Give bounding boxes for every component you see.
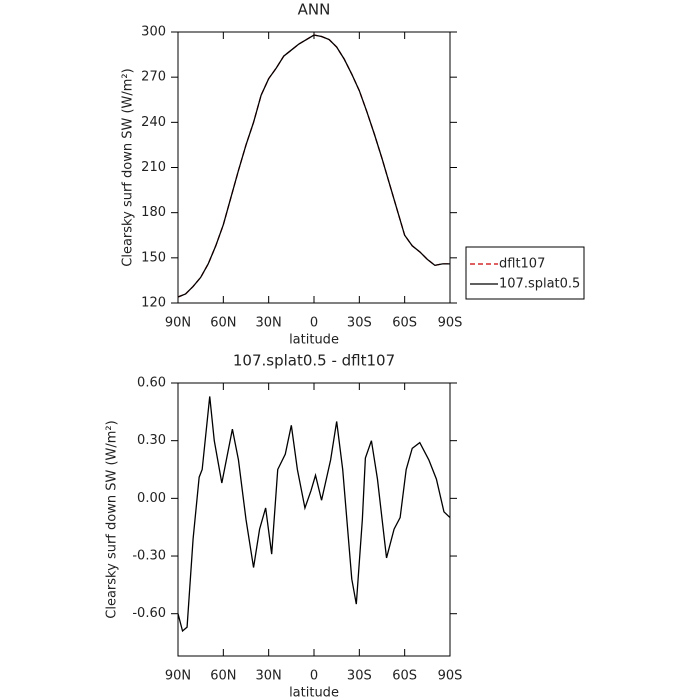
- x-tick-label: 60N: [210, 316, 236, 331]
- legend-label: 107.splat0.5: [499, 277, 580, 292]
- y-tick-label: 240: [141, 115, 166, 130]
- x-tick-label: 90N: [165, 669, 191, 684]
- x-tick-label: 0: [310, 669, 318, 684]
- legend-box: [465, 246, 585, 300]
- y-tick-label: 0.30: [137, 433, 166, 448]
- y-axis-label: Clearsky surf down SW (W/m²): [105, 420, 120, 618]
- y-tick-label: 210: [141, 160, 166, 175]
- x-tick-label: 90S: [438, 316, 463, 331]
- x-axis-label: latitude: [289, 333, 339, 348]
- y-tick-label: 0.00: [137, 491, 166, 506]
- y-tick-label: 300: [141, 25, 166, 40]
- y-tick-label: -0.30: [132, 549, 166, 564]
- chart-title: ANN: [298, 1, 331, 19]
- x-tick-label: 30N: [256, 669, 282, 684]
- x-tick-label: 60N: [210, 669, 236, 684]
- x-tick-label: 90S: [438, 669, 463, 684]
- x-tick-label: 30S: [347, 669, 372, 684]
- y-tick-label: 180: [141, 205, 166, 220]
- plot-frame: [177, 31, 451, 304]
- data-line: [177, 34, 450, 298]
- x-tick-label: 60S: [392, 669, 417, 684]
- y-tick-label: -0.60: [132, 606, 166, 621]
- x-tick-label: 90N: [165, 316, 191, 331]
- y-tick-label: 150: [141, 250, 166, 265]
- y-tick-label: 270: [141, 70, 166, 85]
- data-line: [177, 34, 450, 298]
- chart-title: 107.splat0.5 - dflt107: [233, 352, 395, 370]
- y-axis-label: Clearsky surf down SW (W/m²): [121, 68, 136, 266]
- x-axis-label: latitude: [289, 686, 339, 700]
- x-tick-label: 0: [310, 316, 318, 331]
- data-line: [177, 396, 451, 633]
- x-tick-label: 30N: [256, 316, 282, 331]
- x-tick-label: 30S: [347, 316, 372, 331]
- plot-frame: [177, 382, 451, 657]
- x-tick-label: 60S: [392, 316, 417, 331]
- y-tick-label: 0.60: [137, 376, 166, 391]
- legend-label: dflt107: [499, 257, 545, 272]
- y-tick-label: 120: [141, 296, 166, 311]
